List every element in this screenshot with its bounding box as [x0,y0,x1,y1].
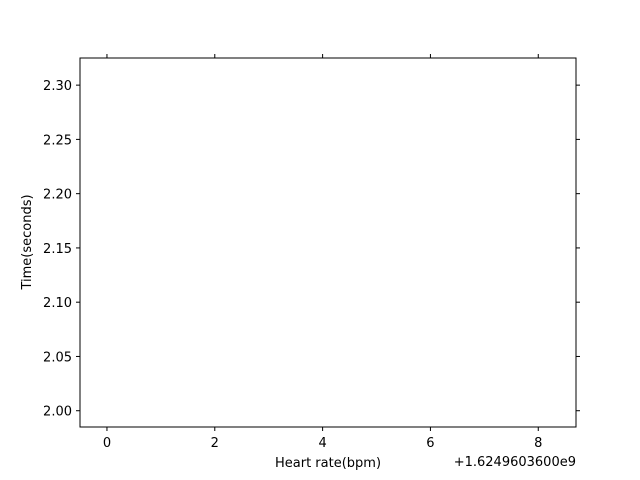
x-offset-label: +1.6249603600e9 [454,455,576,470]
y-tick-label: 2.05 [43,350,72,365]
x-axis-label: Heart rate(bpm) [275,456,381,471]
x-tick-label: 8 [534,436,542,451]
x-tick-label: 2 [211,436,219,451]
y-tick-label: 2.15 [43,242,72,257]
y-tick-label: 2.10 [43,296,72,311]
y-tick-label: 2.25 [43,133,72,148]
plot-area-frame [79,57,577,428]
x-tick-label: 6 [426,436,434,451]
y-tick-label: 2.30 [43,79,72,94]
x-tick-label: 4 [318,436,326,451]
y-tick-label: 2.20 [43,188,72,203]
x-tick-label: 0 [103,436,111,451]
y-tick-label: 2.00 [43,405,72,420]
ticks-group: 0 2 4 6 8 2.00 2.05 2.10 2.15 2.20 2.25 2.30 [43,54,580,451]
y-axis-label: Time(seconds) [20,194,35,290]
